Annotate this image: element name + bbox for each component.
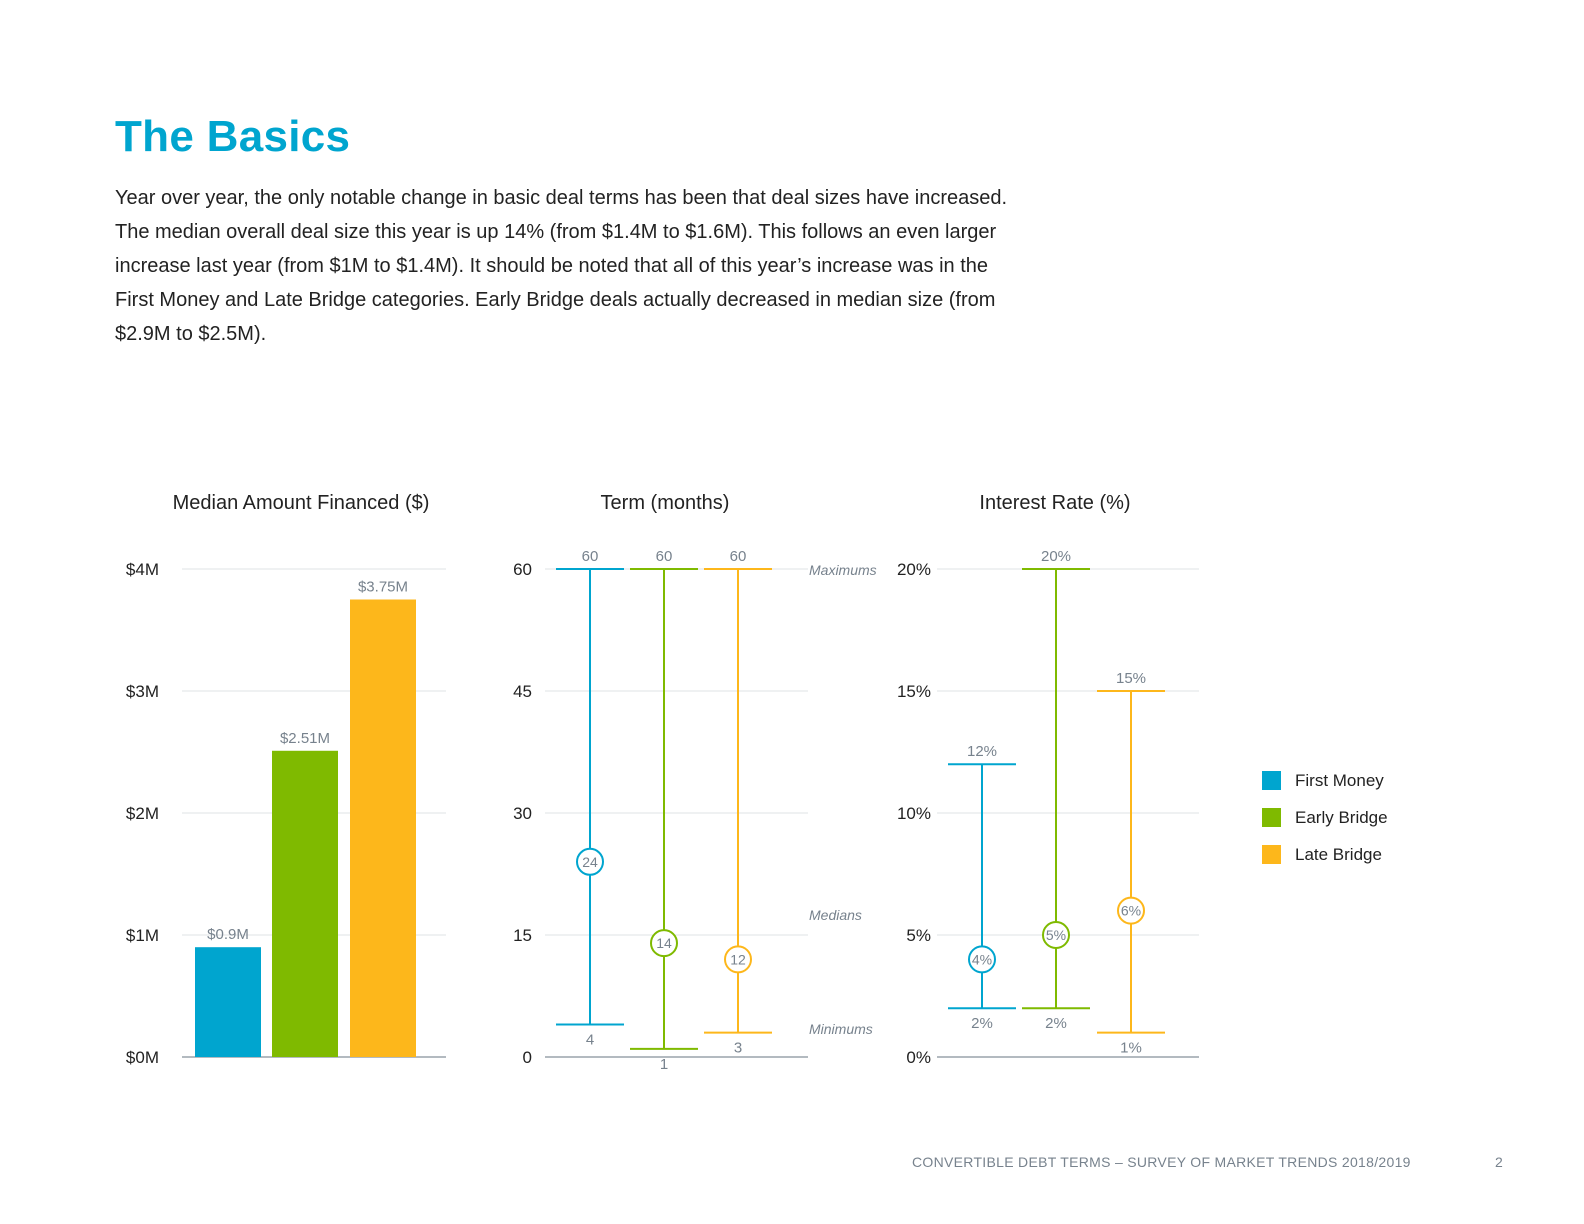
bar: [272, 750, 338, 1057]
amount-chart: $0M $1M $2M $3M $4M $0.9M $2.51M $3.75M: [126, 560, 446, 1067]
bar-value-label: $0.9M: [207, 926, 249, 943]
legend-item-late-bridge: Late Bridge: [1262, 836, 1388, 873]
y-tick-label: 60: [513, 560, 532, 579]
median-marker: [1042, 921, 1070, 949]
legend-swatch: [1262, 771, 1281, 790]
term-chart: 0 15 30 45 60 24 60 4 14 60 1 12 60 3 Maximums Medians M…: [513, 548, 877, 1073]
y-tick-label: 10%: [897, 804, 931, 823]
y-tick-label: $4M: [126, 560, 159, 579]
y-tick-label: $3M: [126, 682, 159, 701]
y-tick-label: $1M: [126, 926, 159, 945]
max-label: 60: [730, 548, 747, 565]
legend-label: First Money: [1295, 770, 1384, 790]
median-label: 12: [730, 951, 746, 967]
median-marker: [1117, 896, 1145, 925]
y-tick-label: $0M: [126, 1048, 159, 1067]
y-tick-label: 5%: [906, 926, 931, 945]
y-tick-label: 0: [523, 1048, 532, 1067]
min-label: 3: [734, 1040, 742, 1057]
interest-chart: 0% 5% 10% 15% 20% 4% 12% 2% 5% 20% 2% 6% 15% 1%: [897, 548, 1199, 1067]
intro-paragraph: Year over year, the only notable change …: [115, 187, 1008, 345]
legend-item-early-bridge: Early Bridge: [1262, 799, 1388, 836]
median-marker: [576, 847, 604, 876]
legend-swatch: [1262, 808, 1281, 827]
y-tick-label: 45: [513, 682, 532, 701]
median-label: 4%: [972, 951, 992, 967]
median-marker: [724, 945, 752, 974]
max-label: 60: [656, 548, 673, 565]
footer-text: CONVERTIBLE DEBT TERMS – SURVEY OF MARKE…: [912, 1154, 1411, 1170]
y-tick-label: 15%: [897, 682, 931, 701]
page-heading: The Basics: [115, 112, 351, 161]
amount-chart-title: Median Amount Financed ($): [172, 492, 430, 514]
max-label: 20%: [1041, 548, 1071, 565]
min-label: 2%: [971, 1015, 993, 1032]
min-label: 1%: [1120, 1040, 1142, 1057]
median-label: 6%: [1121, 903, 1141, 919]
median-marker: [968, 945, 996, 974]
bar-value-label: $2.51M: [280, 730, 330, 747]
annotation-minimums: Minimums: [809, 1021, 873, 1037]
bar: [195, 947, 261, 1057]
legend-label: Late Bridge: [1295, 844, 1382, 864]
y-tick-label: 0%: [906, 1048, 931, 1067]
annotation-maximums: Maximums: [809, 562, 877, 578]
annotation-medians: Medians: [809, 907, 862, 923]
max-label: 15%: [1116, 670, 1146, 687]
legend: First Money Early Bridge Late Bridge: [1262, 762, 1388, 873]
term-chart-title: Term (months): [600, 492, 730, 514]
bar-value-label: $3.75M: [358, 579, 408, 596]
median-label: 24: [582, 854, 598, 870]
min-label: 1: [660, 1056, 668, 1073]
y-tick-label: 20%: [897, 560, 931, 579]
page-number: 2: [1495, 1154, 1503, 1170]
y-tick-label: 15: [513, 926, 532, 945]
max-label: 12%: [967, 743, 997, 760]
y-tick-label: 30: [513, 804, 532, 823]
legend-swatch: [1262, 845, 1281, 864]
bar: [350, 599, 416, 1057]
legend-label: Early Bridge: [1295, 807, 1388, 827]
legend-item-first-money: First Money: [1262, 762, 1388, 799]
min-label: 4: [586, 1031, 594, 1048]
interest-chart-title: Interest Rate (%): [979, 492, 1131, 514]
median-marker: [650, 929, 678, 958]
median-label: 5%: [1046, 927, 1066, 943]
y-tick-label: $2M: [126, 804, 159, 823]
min-label: 2%: [1045, 1015, 1067, 1032]
median-label: 14: [656, 935, 672, 951]
max-label: 60: [582, 548, 599, 565]
